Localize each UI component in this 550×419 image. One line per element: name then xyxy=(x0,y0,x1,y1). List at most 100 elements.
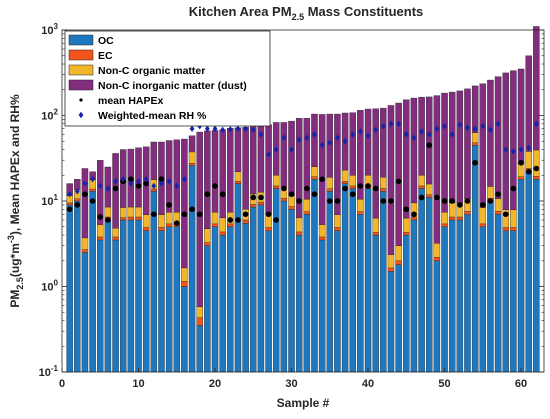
point-hapex xyxy=(151,211,157,218)
bar-noc_org xyxy=(525,151,532,169)
bar-ec xyxy=(66,202,73,206)
bar-noc_inorg xyxy=(196,131,203,307)
bar-noc_inorg xyxy=(448,91,456,204)
bar-noc_org xyxy=(127,206,135,218)
point-hapex xyxy=(112,185,119,192)
bar-noc_inorg xyxy=(74,178,81,190)
point-hapex xyxy=(250,194,257,201)
legend: OC EC Non-C organic matter Non-C inorganic … xyxy=(64,30,271,127)
bar-ec xyxy=(311,176,318,180)
bar-noc_org xyxy=(196,306,203,319)
bar-oc xyxy=(81,252,89,373)
bar-noc_org xyxy=(533,149,540,177)
bar-ec xyxy=(426,194,433,198)
bar-noc_inorg xyxy=(525,55,532,152)
bar-noc_org xyxy=(158,214,165,228)
bar-ec xyxy=(479,223,487,227)
bar-noc_inorg xyxy=(471,85,479,133)
point-rh xyxy=(273,146,279,153)
bar-oc xyxy=(533,178,540,373)
point-rh xyxy=(97,182,103,190)
bar-ec xyxy=(448,216,456,221)
point-hapex xyxy=(265,211,272,218)
bar-noc_org xyxy=(326,177,334,189)
bar-noc_inorg xyxy=(234,127,242,172)
point-hapex xyxy=(472,159,478,166)
point-hapex xyxy=(128,176,134,182)
bar-oc xyxy=(502,230,509,373)
bar-noc_inorg xyxy=(81,168,89,239)
point-rh xyxy=(403,131,409,138)
bar-ec xyxy=(135,216,142,221)
point-rh xyxy=(426,131,432,138)
point-rh xyxy=(480,122,486,130)
bar-noc_inorg xyxy=(433,95,441,244)
bar-noc_org xyxy=(510,209,517,228)
bar-noc_org xyxy=(426,183,433,196)
bar-oc xyxy=(357,214,364,373)
point-rh xyxy=(227,126,233,133)
bar-oc xyxy=(395,264,402,373)
bar-noc_org xyxy=(441,212,448,225)
bar-ec xyxy=(265,227,272,231)
bar-ec xyxy=(295,231,303,236)
bar-noc_inorg xyxy=(510,70,517,210)
point-rh xyxy=(488,126,493,134)
bar-oc xyxy=(74,200,81,373)
bar-noc_inorg xyxy=(219,129,226,219)
bar-noc_org xyxy=(487,186,494,199)
bar-noc_inorg xyxy=(533,26,540,151)
point-rh xyxy=(495,120,501,127)
bar-ec xyxy=(372,232,379,236)
point-rh xyxy=(82,180,88,187)
bar-noc_inorg xyxy=(303,118,311,200)
point-hapex xyxy=(212,183,218,189)
point-rh xyxy=(319,141,325,149)
point-rh xyxy=(235,125,241,132)
point-rh xyxy=(182,175,187,183)
bar-oc xyxy=(272,188,280,373)
bar-oc xyxy=(326,191,334,373)
bar-ec xyxy=(395,260,402,265)
bar-oc xyxy=(188,165,196,373)
bar-oc xyxy=(487,200,494,373)
bar-noc_org xyxy=(517,163,525,177)
point-hapex xyxy=(449,198,455,204)
bar-noc_inorg xyxy=(387,105,395,255)
point-rh xyxy=(411,134,417,141)
bar-noc_inorg xyxy=(204,130,211,229)
bar-oc xyxy=(441,226,448,373)
bar-noc_inorg xyxy=(502,72,509,210)
point-hapex xyxy=(502,211,509,218)
point-hapex xyxy=(411,211,417,218)
bar-noc_org xyxy=(334,214,341,228)
point-hapex xyxy=(97,214,104,220)
bar-oc xyxy=(494,214,502,373)
bar-oc xyxy=(448,219,456,373)
bar-ec xyxy=(89,188,96,192)
bar-noc_org xyxy=(433,243,441,258)
point-hapex xyxy=(357,183,364,189)
bar-ec xyxy=(318,236,326,241)
point-hapex xyxy=(227,217,234,223)
point-rh xyxy=(388,120,394,127)
bar-ec xyxy=(334,227,341,231)
bar-ec xyxy=(119,217,127,221)
x-tick-label: 30 xyxy=(285,378,297,390)
bar-ec xyxy=(494,211,502,215)
bar-noc_inorg xyxy=(441,92,448,213)
point-hapex xyxy=(487,198,494,204)
bar-ec xyxy=(188,163,196,166)
bar-oc xyxy=(517,178,525,373)
markers-layer xyxy=(66,120,540,226)
legend-label-noc_org: Non-C organic matter xyxy=(98,65,205,77)
point-hapex xyxy=(434,194,440,201)
bar-oc xyxy=(280,200,288,373)
x-tick-label: 20 xyxy=(209,378,221,390)
bar-noc_org xyxy=(311,166,318,177)
bar-ec xyxy=(471,142,479,146)
bar-oc xyxy=(127,219,135,373)
bar-noc_inorg xyxy=(372,108,379,219)
point-rh xyxy=(281,134,287,141)
